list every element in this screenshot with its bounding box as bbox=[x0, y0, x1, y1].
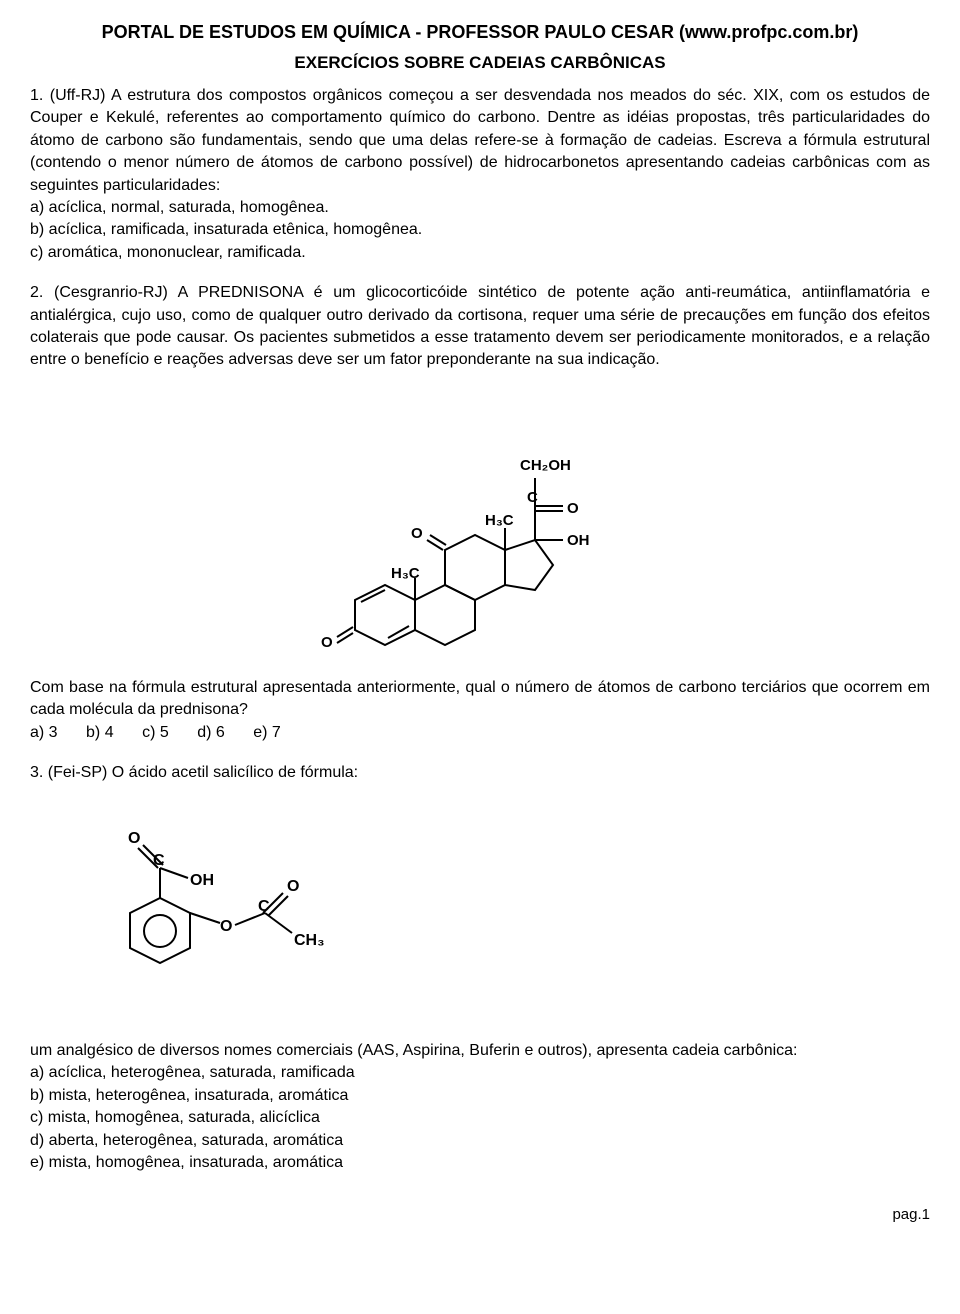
lbl-cooh-c: C bbox=[153, 852, 165, 869]
lbl-o3: O bbox=[321, 634, 333, 650]
lbl-o20: O bbox=[567, 500, 579, 517]
lbl-oh17: OH bbox=[567, 532, 590, 549]
q2-opt-b: b) 4 bbox=[86, 724, 114, 741]
q3-opt-d: d) aberta, heterogênea, saturada, aromát… bbox=[30, 1130, 930, 1152]
q2-after: Com base na fórmula estrutural apresenta… bbox=[30, 677, 930, 722]
q2-opt-d: d) 6 bbox=[197, 724, 225, 741]
page-header: PORTAL DE ESTUDOS EM QUÍMICA - PROFESSOR… bbox=[30, 20, 930, 45]
question-1: 1. (Uff-RJ) A estrutura dos compostos or… bbox=[30, 85, 930, 264]
question-3: 3. (Fei-SP) O ácido acetil salicílico de… bbox=[30, 762, 930, 784]
lbl-ac-o: O bbox=[287, 878, 299, 895]
q3-opt-a: a) acíclica, heterogênea, saturada, rami… bbox=[30, 1062, 930, 1084]
q3-opt-e: e) mista, homogênea, insaturada, aromáti… bbox=[30, 1152, 930, 1174]
question-3-after: um analgésico de diversos nomes comercia… bbox=[30, 1040, 930, 1174]
aspirin-structure: O C OH O C O CH₃ bbox=[70, 803, 930, 1020]
q1-text: 1. (Uff-RJ) A estrutura dos compostos or… bbox=[30, 85, 930, 197]
question-2: 2. (Cesgranrio-RJ) A PREDNISONA é um gli… bbox=[30, 282, 930, 372]
lbl-h3c13: H₃C bbox=[485, 512, 514, 529]
lbl-h3c10: H₃C bbox=[391, 565, 420, 582]
lbl-ester-c: C bbox=[258, 898, 270, 915]
lbl-ch3: CH₃ bbox=[294, 932, 325, 949]
q1-opt-a: a) acíclica, normal, saturada, homogênea… bbox=[30, 197, 930, 219]
q2-opt-c: c) 5 bbox=[142, 724, 169, 741]
prednisone-structure: CH₂OH C O OH H₃C O H₃C O bbox=[30, 390, 930, 657]
lbl-c20: C bbox=[527, 489, 538, 506]
title-prefix: PORTAL DE ESTUDOS EM QUÍMICA - PROFESSOR… bbox=[102, 22, 685, 42]
title-suffix: ) bbox=[852, 22, 858, 42]
page-number: pag.1 bbox=[30, 1204, 930, 1225]
q2-opt-a: a) 3 bbox=[30, 724, 58, 741]
q3-opt-c: c) mista, homogênea, saturada, alicíclic… bbox=[30, 1107, 930, 1129]
question-2-after: Com base na fórmula estrutural apresenta… bbox=[30, 677, 930, 744]
lbl-ch2oh: CH₂OH bbox=[520, 457, 571, 474]
page-subtitle: EXERCÍCIOS SOBRE CADEIAS CARBÔNICAS bbox=[30, 51, 930, 75]
q3-opt-b: b) mista, heterogênea, insaturada, aromá… bbox=[30, 1085, 930, 1107]
q1-opt-c: c) aromática, mononuclear, ramificada. bbox=[30, 242, 930, 264]
q2-opt-e: e) 7 bbox=[253, 724, 281, 741]
q3-text: 3. (Fei-SP) O ácido acetil salicílico de… bbox=[30, 762, 930, 784]
title-url: www.profpc.com.br bbox=[685, 22, 852, 42]
lbl-o11: O bbox=[411, 525, 423, 542]
q2-text: 2. (Cesgranrio-RJ) A PREDNISONA é um gli… bbox=[30, 282, 930, 372]
q1-opt-b: b) acíclica, ramificada, insaturada etên… bbox=[30, 219, 930, 241]
q3-after: um analgésico de diversos nomes comercia… bbox=[30, 1040, 930, 1062]
lbl-ester-o: O bbox=[220, 918, 232, 935]
q2-options: a) 3 b) 4 c) 5 d) 6 e) 7 bbox=[30, 722, 930, 744]
lbl-cooh-oh: OH bbox=[190, 872, 214, 889]
lbl-cooh-o: O bbox=[128, 830, 140, 847]
